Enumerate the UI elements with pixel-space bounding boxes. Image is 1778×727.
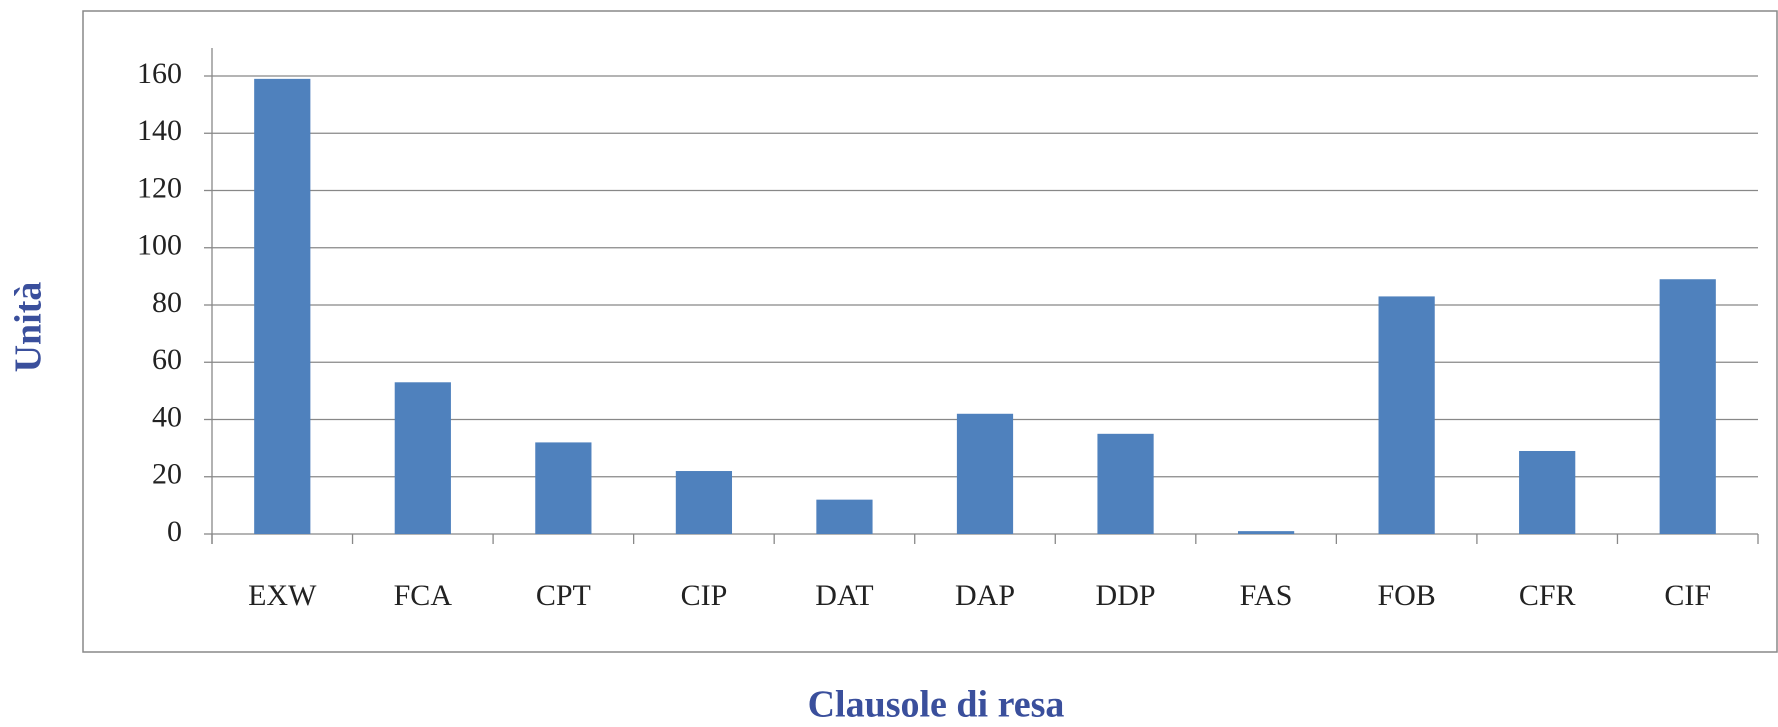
y-tick-label: 0 xyxy=(167,515,182,548)
y-tick-label: 40 xyxy=(152,400,182,433)
bar xyxy=(394,382,451,534)
y-tick-label: 120 xyxy=(137,171,182,204)
bar xyxy=(1378,296,1435,534)
x-tick-label: EXW xyxy=(248,579,317,612)
y-tick-label: 140 xyxy=(137,114,182,147)
y-axis-title: Unità xyxy=(8,282,50,373)
bar xyxy=(1659,279,1716,534)
bar xyxy=(1519,450,1576,534)
x-tick-label: FCA xyxy=(394,579,453,612)
bar xyxy=(1237,531,1295,534)
bar xyxy=(254,78,311,535)
x-tick-label: FOB xyxy=(1377,579,1435,612)
chart-frame xyxy=(82,10,1778,653)
x-tick-label: CIF xyxy=(1664,579,1711,612)
bar xyxy=(1097,433,1154,534)
y-tick-label: 100 xyxy=(137,229,182,262)
y-tick-label: 80 xyxy=(152,286,182,319)
x-tick-label: CIP xyxy=(681,579,728,612)
y-tick-label: 160 xyxy=(137,57,182,90)
bar xyxy=(535,442,592,534)
x-tick-label: DAP xyxy=(955,579,1015,612)
y-tick-label: 20 xyxy=(152,458,182,491)
y-tick-label: 60 xyxy=(152,343,182,376)
x-tick-label: CPT xyxy=(536,579,591,612)
bar xyxy=(956,413,1014,534)
x-tick-label: DAT xyxy=(815,579,873,612)
x-tick-label: CFR xyxy=(1519,579,1576,612)
bar xyxy=(675,471,733,534)
x-tick-label: FAS xyxy=(1240,579,1293,612)
bar xyxy=(816,499,873,534)
x-axis-title: Clausole di resa xyxy=(808,684,1065,726)
x-tick-label: DDP xyxy=(1096,579,1156,612)
